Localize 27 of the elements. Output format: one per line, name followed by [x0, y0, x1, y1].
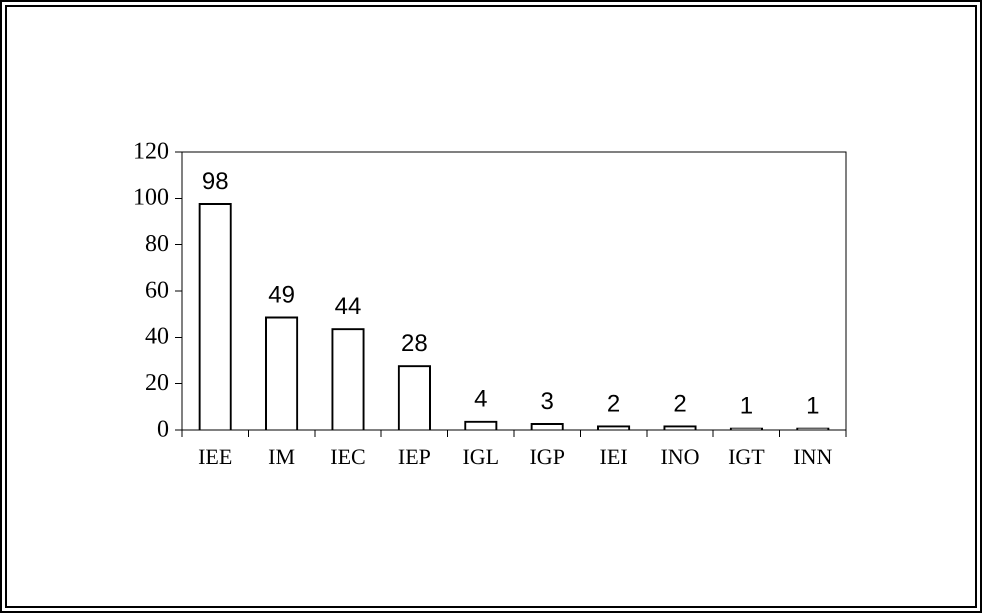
data-label: 98: [202, 168, 229, 195]
data-label: 1: [806, 392, 820, 420]
x-tick-label: IEC: [330, 444, 366, 469]
y-tick-label: 120: [133, 138, 169, 164]
x-tick-label: INO: [660, 444, 700, 469]
data-label: 2: [606, 390, 620, 418]
y-tick-label: 60: [145, 277, 169, 304]
x-tick-label: IM: [268, 444, 296, 469]
data-label: 1: [740, 392, 754, 420]
x-tick-label: IEE: [198, 444, 232, 469]
x-tick-label: IGL: [462, 444, 500, 469]
x-tick-label: IGP: [529, 444, 565, 469]
y-tick-label: 40: [145, 324, 169, 350]
x-tick-label: IGT: [728, 444, 766, 469]
y-tick-label: 80: [145, 230, 169, 257]
x-tick-label: IEP: [398, 444, 431, 469]
x-tick-label: INN: [793, 444, 832, 469]
x-tick-label: IEI: [600, 444, 628, 469]
data-label: 28: [401, 330, 428, 358]
y-tick-label: 100: [133, 184, 169, 211]
data-label: 44: [334, 293, 362, 320]
data-label: 2: [673, 390, 687, 418]
y-tick-label: 20: [145, 370, 169, 396]
data-label: 49: [268, 281, 295, 308]
data-label: 4: [474, 386, 488, 413]
y-tick-label: 0: [157, 416, 169, 442]
data-label: 3: [540, 388, 554, 416]
